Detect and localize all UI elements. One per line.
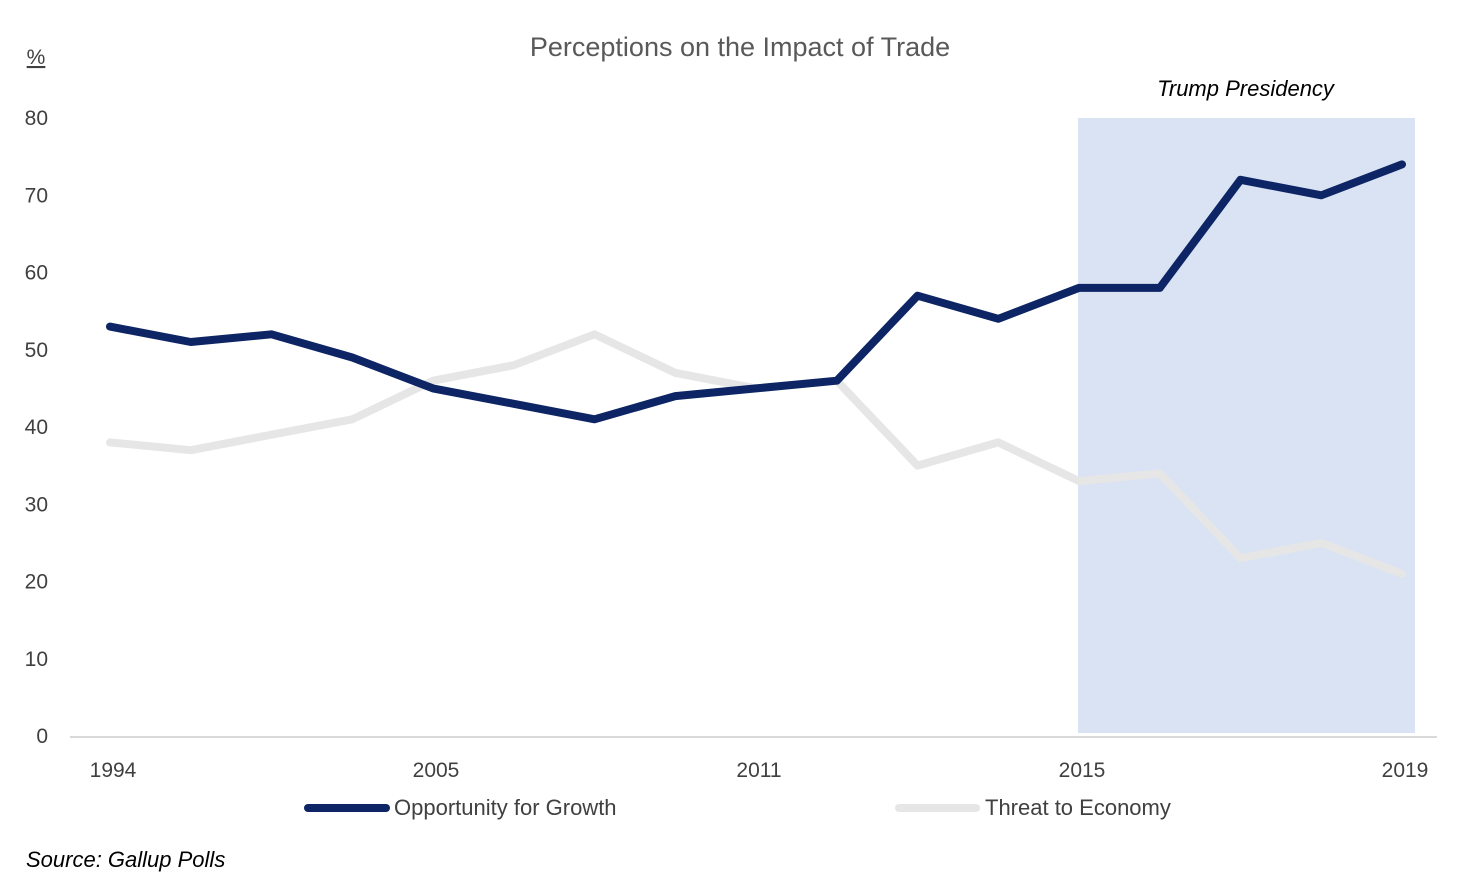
y-tick-label: 50	[25, 339, 48, 362]
y-tick-label: 0	[36, 725, 48, 748]
y-axis-unit-label: %	[27, 46, 46, 69]
x-axis: 1994 2005 2011 2015 2019	[90, 759, 1429, 782]
y-tick-label: 30	[25, 493, 48, 516]
y-tick-label: 60	[25, 262, 48, 285]
y-tick-label: 10	[25, 648, 48, 671]
x-tick-label: 2015	[1059, 759, 1106, 782]
legend: Opportunity for Growth Threat to Economy	[304, 795, 1171, 820]
x-tick-label: 2019	[1382, 759, 1429, 782]
x-tick-label: 2011	[736, 759, 781, 782]
series-layer	[106, 160, 1406, 578]
y-tick-label: 80	[25, 107, 48, 130]
series-line-opportunity-for-growth	[106, 160, 1406, 424]
y-tick-label: 40	[25, 416, 48, 439]
source-note: Source: Gallup Polls	[26, 847, 225, 872]
y-axis: 0 10 20 30 40 50 60 70 80	[25, 107, 48, 748]
chart-title: Perceptions on the Impact of Trade	[530, 32, 950, 62]
legend-label-threat: Threat to Economy	[985, 795, 1171, 820]
trump-presidency-shading	[1078, 118, 1415, 733]
x-tick-label: 1994	[90, 759, 137, 782]
x-tick-label: 2005	[413, 759, 460, 782]
trump-presidency-label: Trump Presidency	[1157, 76, 1336, 101]
legend-label-opportunity: Opportunity for Growth	[394, 795, 617, 820]
y-tick-label: 70	[25, 184, 48, 207]
y-tick-label: 20	[25, 571, 48, 594]
